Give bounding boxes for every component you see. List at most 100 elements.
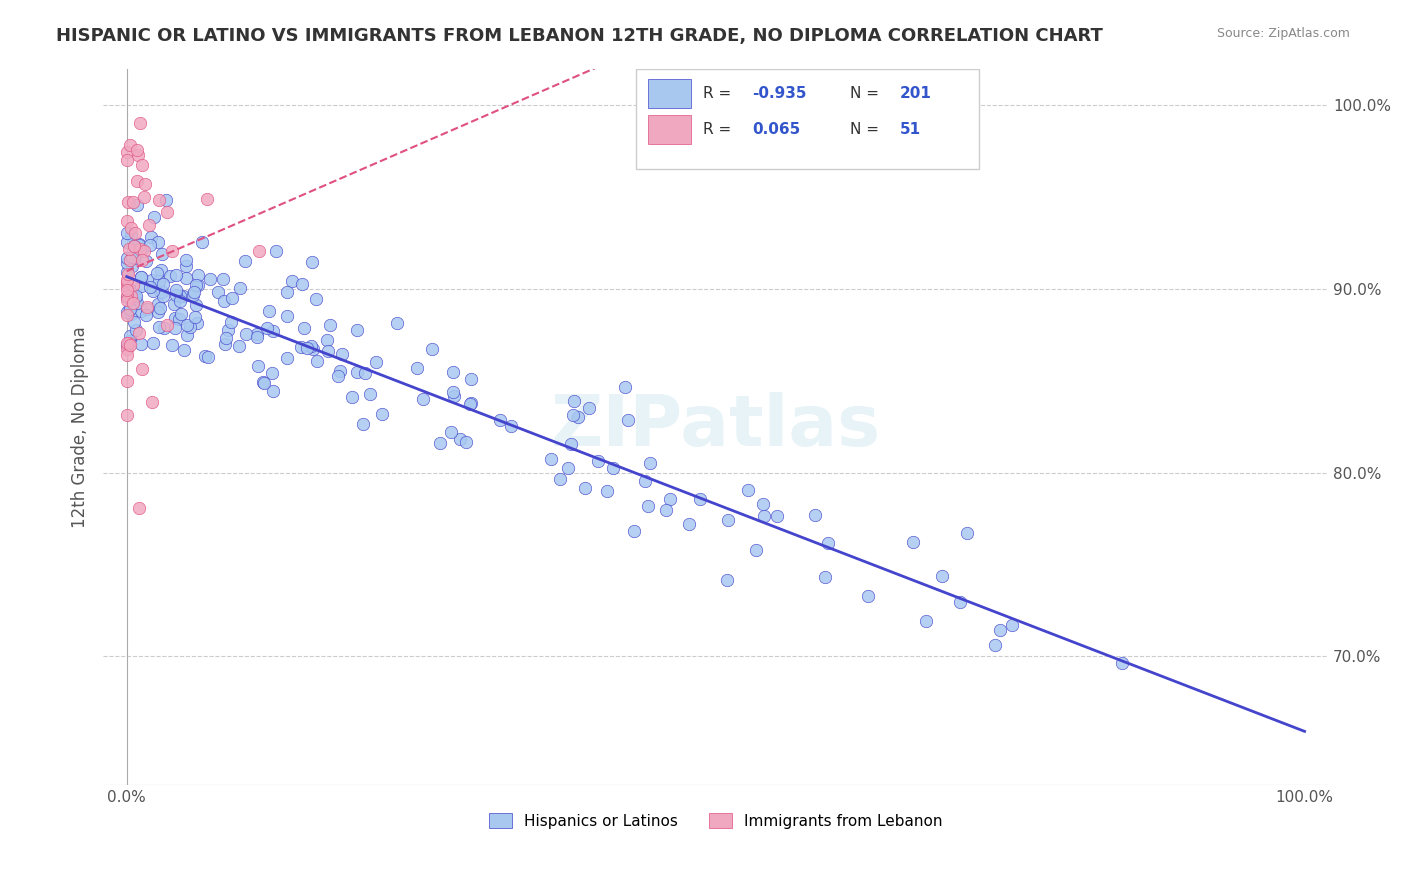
Point: [596, 483, 619, 498]
Point: [174, 253, 197, 268]
Point: [115, 348, 138, 362]
Point: [141, 395, 163, 409]
Point: [752, 509, 775, 524]
Point: [115, 235, 138, 249]
Point: [129, 336, 152, 351]
Point: [301, 255, 323, 269]
Point: [340, 390, 363, 404]
Point: [540, 451, 562, 466]
Point: [562, 408, 585, 422]
Point: [440, 425, 463, 439]
Point: [138, 219, 160, 233]
Point: [257, 304, 280, 318]
Point: [460, 396, 482, 410]
Point: [118, 336, 141, 351]
Point: [586, 454, 609, 468]
Point: [117, 273, 139, 287]
Point: [752, 497, 775, 511]
Point: [148, 235, 170, 249]
Point: [276, 309, 298, 323]
Text: HISPANIC OR LATINO VS IMMIGRANTS FROM LEBANON 12TH GRADE, NO DIPLOMA CORRELATION: HISPANIC OR LATINO VS IMMIGRANTS FROM LE…: [56, 27, 1104, 45]
Y-axis label: 12th Grade, No Diploma: 12th Grade, No Diploma: [72, 326, 89, 528]
Text: 51: 51: [900, 122, 921, 137]
Point: [441, 365, 464, 379]
Point: [634, 474, 657, 488]
Point: [441, 384, 464, 399]
Point: [281, 275, 304, 289]
Point: [412, 392, 434, 406]
Point: [190, 235, 212, 250]
Bar: [636, 69, 979, 169]
Point: [141, 272, 163, 286]
Point: [115, 256, 138, 270]
Point: [346, 323, 368, 337]
Point: [291, 277, 314, 292]
Point: [617, 413, 640, 427]
Point: [346, 365, 368, 379]
Point: [765, 509, 787, 524]
Point: [174, 259, 197, 273]
Point: [194, 349, 217, 363]
Point: [165, 283, 187, 297]
Point: [560, 437, 582, 451]
Point: [125, 323, 148, 337]
Point: [429, 436, 451, 450]
Point: [299, 339, 322, 353]
Point: [745, 542, 768, 557]
Point: [181, 288, 204, 302]
Point: [658, 491, 681, 506]
Point: [602, 460, 624, 475]
Point: [262, 324, 284, 338]
Point: [689, 491, 711, 506]
Point: [354, 366, 377, 380]
Point: [122, 239, 145, 253]
Point: [125, 289, 148, 303]
Point: [136, 301, 159, 316]
Point: [124, 251, 146, 265]
Point: [129, 116, 152, 130]
Point: [165, 268, 187, 282]
Point: [574, 481, 596, 495]
Point: [578, 401, 600, 416]
Point: [176, 328, 198, 343]
Point: [186, 317, 208, 331]
Point: [149, 285, 172, 299]
Point: [359, 386, 381, 401]
Point: [330, 347, 353, 361]
Text: R =: R =: [703, 122, 737, 137]
Point: [221, 291, 243, 305]
Point: [131, 270, 153, 285]
Point: [125, 296, 148, 310]
Point: [134, 178, 156, 192]
Point: [228, 280, 250, 294]
Point: [316, 334, 339, 348]
Point: [146, 277, 169, 291]
Point: [120, 307, 142, 321]
Point: [134, 244, 156, 259]
Point: [165, 310, 187, 325]
Point: [215, 331, 238, 345]
Point: [949, 594, 972, 608]
Text: 0.065: 0.065: [752, 122, 800, 137]
Point: [179, 320, 201, 334]
Point: [804, 508, 827, 522]
Text: -0.935: -0.935: [752, 87, 807, 101]
Point: [956, 525, 979, 540]
Point: [214, 337, 236, 351]
Point: [131, 362, 153, 376]
Point: [249, 244, 271, 258]
Point: [138, 237, 160, 252]
Point: [152, 321, 174, 335]
Point: [128, 237, 150, 252]
Text: ZIPatlas: ZIPatlas: [551, 392, 880, 461]
Point: [115, 342, 138, 356]
Point: [124, 292, 146, 306]
Point: [120, 228, 142, 243]
Point: [155, 193, 177, 207]
Point: [387, 316, 409, 330]
Point: [246, 330, 269, 344]
Point: [914, 615, 936, 629]
Text: N =: N =: [851, 122, 884, 137]
Point: [115, 335, 138, 350]
Point: [135, 254, 157, 268]
